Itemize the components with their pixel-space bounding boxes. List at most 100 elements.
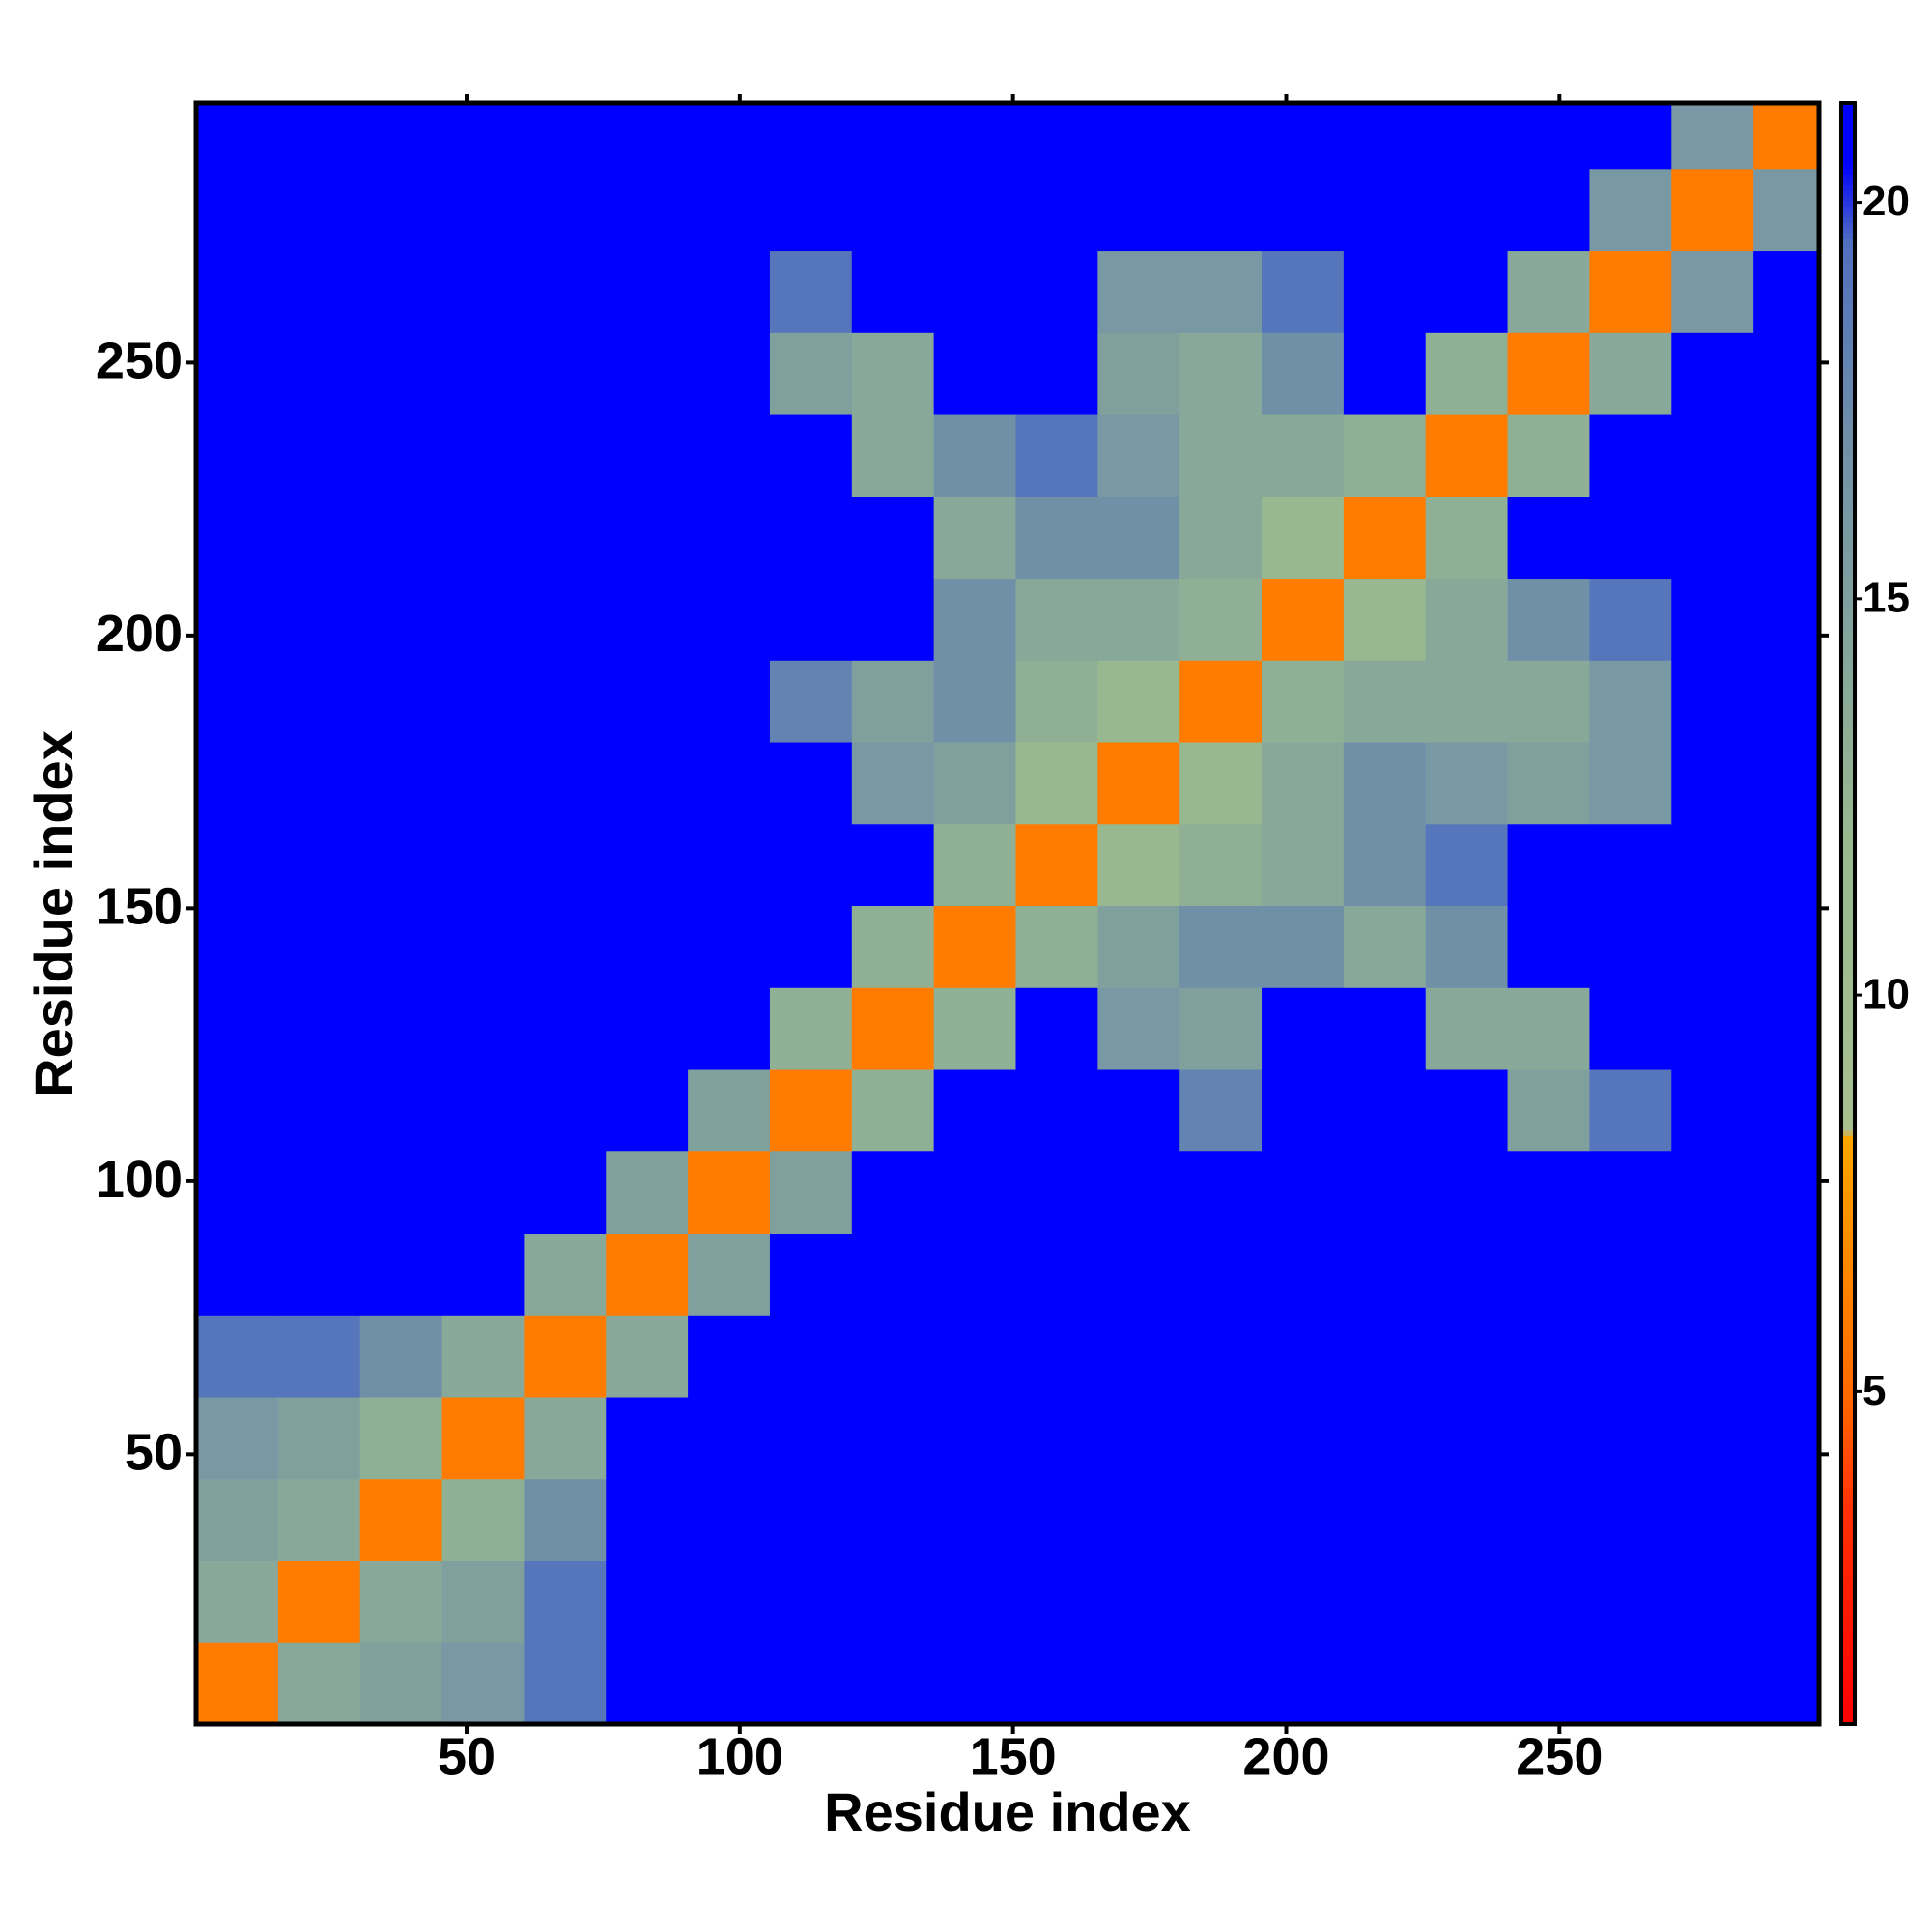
heatmap-cell <box>933 1397 1016 1480</box>
colorbar-segment <box>1841 1043 1855 1050</box>
heatmap-cell <box>524 1315 607 1398</box>
heatmap-cell <box>1425 496 1509 580</box>
heatmap-cell <box>1015 1233 1098 1316</box>
colorbar-segment <box>1841 1577 1855 1585</box>
colorbar-segment <box>1841 594 1855 602</box>
colorbar-segment <box>1841 1151 1855 1158</box>
heatmap-cell <box>359 1069 443 1152</box>
heatmap-cell <box>1589 660 1672 743</box>
heatmap-cell <box>1507 823 1590 907</box>
heatmap-cell <box>277 578 361 661</box>
colorbar-segment <box>1841 454 1855 461</box>
heatmap-cell <box>1671 168 1754 252</box>
colorbar-segment <box>1841 1556 1855 1563</box>
heatmap-cell <box>277 905 361 988</box>
heatmap-cell <box>1343 1642 1427 1725</box>
colorbar-segment <box>1841 1410 1855 1417</box>
colorbar-segment <box>1841 1362 1855 1369</box>
heatmap-cell <box>1262 1478 1345 1562</box>
heatmap-cell <box>359 1560 443 1643</box>
heatmap-cell <box>933 1233 1016 1316</box>
heatmap-cell <box>1753 1478 1820 1562</box>
heatmap-cell <box>933 1069 1016 1152</box>
heatmap-cell <box>933 987 1016 1070</box>
heatmap-cell <box>1343 1069 1427 1152</box>
colorbar-segment <box>1841 206 1855 213</box>
heatmap-cell <box>769 1560 853 1643</box>
heatmap-cell <box>1015 1151 1098 1235</box>
colorbar-segment <box>1841 843 1855 850</box>
colorbar-segment <box>1841 1183 1855 1190</box>
colorbar-segment <box>1841 238 1855 245</box>
colorbar-segment <box>1841 1167 1855 1175</box>
heatmap-cell <box>1097 414 1180 497</box>
colorbar-segment <box>1841 1048 1855 1056</box>
colorbar-segment <box>1841 967 1855 975</box>
colorbar-segment <box>1841 1421 1855 1428</box>
heatmap-cell <box>1343 1151 1427 1235</box>
heatmap-cell <box>1753 250 1820 333</box>
heatmap-cell <box>606 414 689 497</box>
heatmap-cell <box>277 1642 361 1725</box>
heatmap-cell <box>851 1151 935 1235</box>
heatmap-cell <box>524 1151 607 1235</box>
heatmap-cell <box>606 1315 689 1398</box>
colorbar-tick-label: 5 <box>1862 1367 1886 1414</box>
heatmap-cell <box>1507 578 1590 661</box>
heatmap-cell <box>606 250 689 333</box>
colorbar-segment <box>1841 146 1855 153</box>
heatmap-cell <box>933 250 1016 333</box>
colorbar-segment <box>1841 692 1855 698</box>
colorbar-segment <box>1841 806 1855 812</box>
heatmap-cell <box>1753 1151 1820 1235</box>
heatmap-cell <box>851 578 935 661</box>
heatmap-cell <box>1262 1560 1345 1643</box>
heatmap-cell <box>1507 1151 1590 1235</box>
colorbar-segment <box>1841 1605 1855 1612</box>
colorbar-segment <box>1841 897 1855 904</box>
colorbar-segment <box>1841 184 1855 191</box>
colorbar-segment <box>1841 308 1855 315</box>
heatmap-cell <box>1097 1315 1180 1398</box>
heatmap-cell <box>277 1069 361 1152</box>
colorbar-segment <box>1841 249 1855 256</box>
colorbar-segment <box>1841 406 1855 412</box>
heatmap-cell <box>441 168 525 252</box>
heatmap-cell <box>1262 414 1345 497</box>
heatmap-cell <box>524 332 607 415</box>
heatmap-cell <box>851 1233 935 1316</box>
heatmap-cell <box>359 905 443 988</box>
colorbar-segment <box>1841 1248 1855 1255</box>
heatmap-cell <box>1425 1642 1509 1725</box>
heatmap-cell <box>196 660 279 743</box>
colorbar-segment <box>1841 497 1855 504</box>
colorbar-segment <box>1841 1589 1855 1596</box>
colorbar-segment <box>1841 173 1855 180</box>
colorbar-segment <box>1841 443 1855 450</box>
colorbar-segment <box>1841 902 1855 910</box>
colorbar-segment <box>1841 648 1855 656</box>
heatmap-cell <box>441 823 525 907</box>
colorbar-segment <box>1841 1010 1855 1017</box>
heatmap-cell <box>1753 1560 1820 1643</box>
heatmap-cell <box>606 1069 689 1152</box>
heatmap-cell <box>196 1315 279 1398</box>
colorbar-segment <box>1841 1270 1855 1277</box>
heatmap-cell <box>1425 905 1509 988</box>
heatmap-cell <box>1589 332 1672 415</box>
colorbar-segment <box>1841 1324 1855 1331</box>
colorbar-segment <box>1841 735 1855 742</box>
x-tick-label: 100 <box>696 1727 783 1785</box>
heatmap-cell <box>1015 1642 1098 1725</box>
heatmap-cell <box>1589 823 1672 907</box>
colorbar-segment <box>1841 1313 1855 1321</box>
colorbar-segment <box>1841 302 1855 310</box>
colorbar-segment <box>1841 794 1855 802</box>
heatmap-cell <box>1262 660 1345 743</box>
heatmap-cell <box>1015 414 1098 497</box>
colorbar-segment <box>1841 908 1855 915</box>
heatmap-cell <box>688 1069 771 1152</box>
heatmap-cell <box>277 1315 361 1398</box>
colorbar-segment <box>1841 195 1855 202</box>
colorbar-segment <box>1841 1427 1855 1434</box>
